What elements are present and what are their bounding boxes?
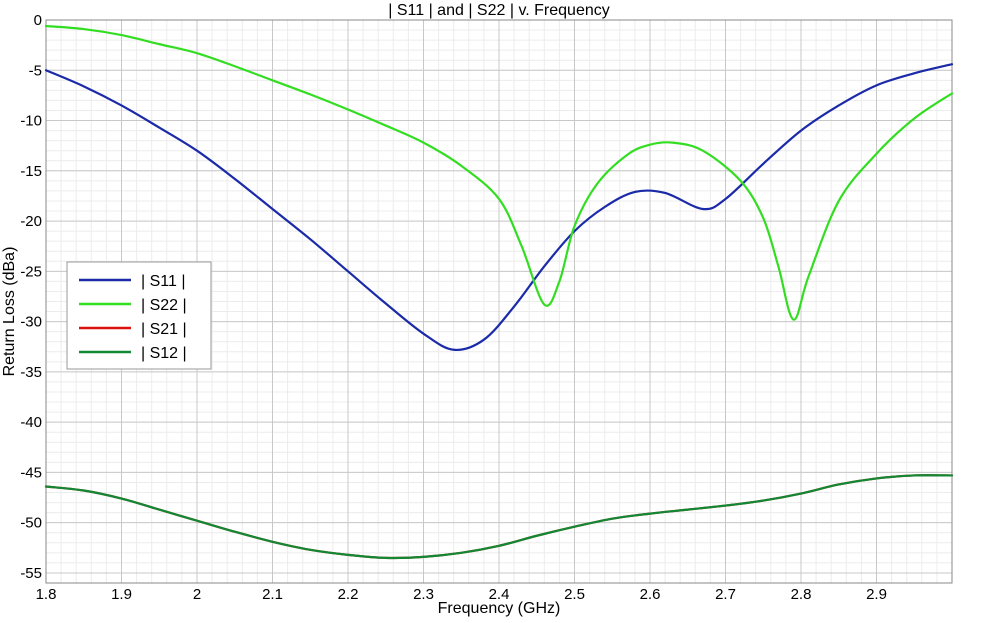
y-tick-label: -40 — [20, 414, 42, 431]
x-tick-label: 2.6 — [640, 586, 661, 603]
y-tick-label: -45 — [20, 464, 42, 481]
x-axis-title: Frequency (GHz) — [438, 600, 561, 617]
y-tick-label: -55 — [20, 565, 42, 582]
y-tick-label: -10 — [20, 113, 42, 130]
series-line-s12 — [44, 474, 954, 560]
x-tick-label: 2.9 — [866, 586, 887, 603]
series-line-s11 — [44, 63, 954, 352]
series-layer — [44, 24, 954, 560]
plot-frame — [45, 19, 953, 584]
x-tick-label: 1.8 — [36, 586, 57, 603]
legend-label-s12: | S12 | — [141, 345, 187, 362]
y-tick-label: -15 — [20, 163, 42, 180]
y-tick-label: 0 — [34, 12, 42, 29]
legend: | S11 | | S22 | | S21 | | S12 | — [66, 261, 212, 370]
y-tick-label: -25 — [20, 263, 42, 280]
y-axis-title: Return Loss (dBa) — [1, 247, 18, 377]
y-tick-label: -35 — [20, 364, 42, 381]
x-tick-label: 2 — [193, 586, 201, 603]
series-line-s22 — [44, 24, 954, 321]
legend-label-s21: | S21 | — [141, 321, 187, 338]
y-tick-label: -5 — [29, 62, 42, 79]
legend-label-s22: | S22 | — [141, 297, 187, 314]
x-tick-label: 1.9 — [111, 586, 132, 603]
y-tick-label: -20 — [20, 213, 42, 230]
x-tick-label: 2.1 — [262, 586, 283, 603]
y-tick-label: -30 — [20, 314, 42, 331]
y-tick-label: -50 — [20, 515, 42, 532]
chart-title: | S11 | and | S22 | v. Frequency — [388, 2, 609, 19]
legend-label-s11: | S11 | — [141, 273, 185, 290]
x-tick-label: 2.2 — [338, 586, 359, 603]
x-tick-label: 2.5 — [564, 586, 585, 603]
x-tick-label: 2.4 — [489, 586, 510, 603]
x-tick-labels: 1.8 1.9 2 2.1 2.2 2.3 2.4 2.5 2.6 2.7 2.8 2.9 — [36, 586, 887, 603]
x-tick-label: 2.3 — [413, 586, 434, 603]
x-tick-label: 2.8 — [791, 586, 812, 603]
x-tick-label: 2.7 — [715, 586, 736, 603]
y-tick-labels: 0 -5 -10 -15 -20 -25 -30 -35 -40 -45 -50 -55 — [20, 12, 42, 582]
